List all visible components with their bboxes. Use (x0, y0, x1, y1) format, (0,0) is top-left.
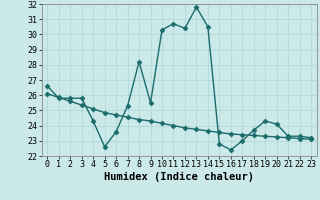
X-axis label: Humidex (Indice chaleur): Humidex (Indice chaleur) (104, 172, 254, 182)
